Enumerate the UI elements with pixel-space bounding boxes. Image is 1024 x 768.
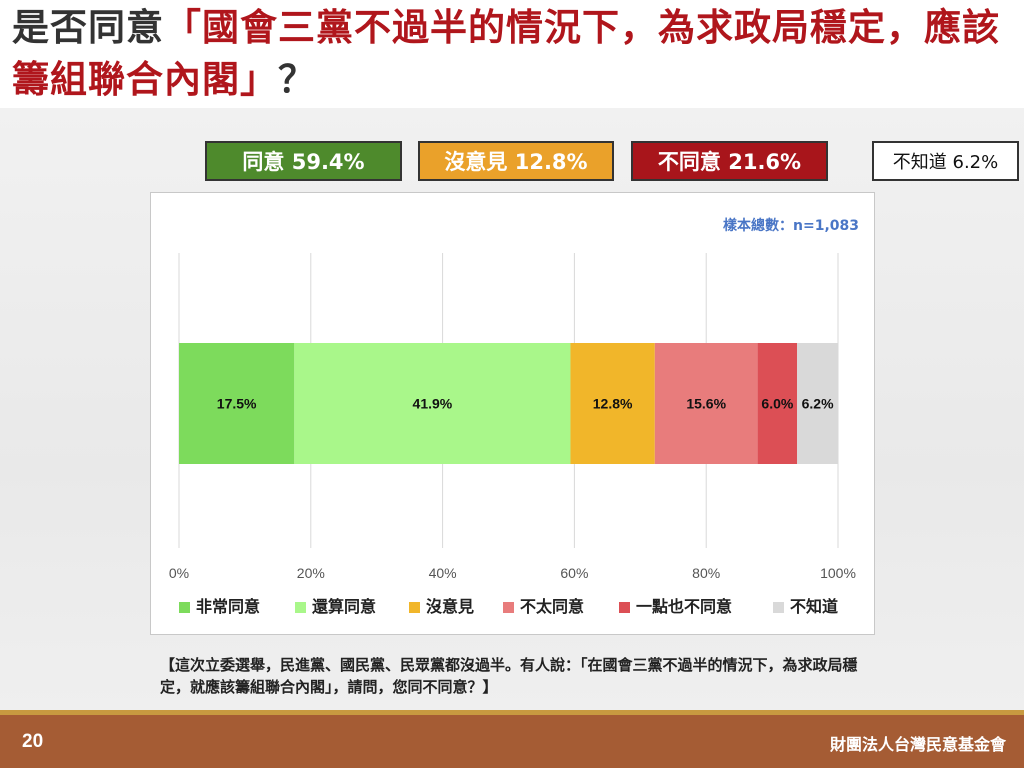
legend-swatch bbox=[503, 602, 514, 613]
bar-segment bbox=[654, 343, 758, 464]
bar-segment bbox=[294, 343, 571, 464]
slide-title: 是否同意「國會三黨不過半的情況下，為求政局穩定，應該籌組聯合內閣」？ bbox=[12, 2, 1012, 106]
organization-name: 財團法人台灣民意基金會 bbox=[829, 735, 1006, 754]
legend-swatch bbox=[179, 602, 190, 613]
summary-unknown-label: 不知道 6.2% bbox=[892, 152, 999, 173]
legend-label: 一點也不同意 bbox=[636, 597, 732, 616]
summary-agree-label: 同意 59.4% bbox=[242, 150, 365, 174]
x-tick-label: 100% bbox=[820, 565, 856, 581]
summary-agree-box: 同意 59.4% bbox=[205, 141, 402, 181]
sample-size-note: 樣本總數：n=1,083 bbox=[723, 217, 859, 234]
legend-swatch bbox=[409, 602, 420, 613]
legend-label: 不知道 bbox=[790, 597, 838, 616]
bar-segment bbox=[797, 343, 838, 464]
chart-panel: 樣本總數：n=1,083 17.5% 41.9% 12.8% 15.6% 6.0% 6.2… bbox=[150, 192, 875, 635]
bar-segments bbox=[179, 343, 838, 464]
summary-unknown-box: 不知道 6.2% bbox=[872, 141, 1019, 181]
x-tick-label: 60% bbox=[560, 565, 588, 581]
bar-data-label: 6.0% bbox=[761, 396, 793, 412]
bar-data-label: 17.5% bbox=[217, 396, 257, 412]
footer-accent-strip bbox=[0, 710, 1024, 715]
footer-bar: 20 財團法人台灣民意基金會 bbox=[0, 715, 1024, 768]
bar-data-label: 15.6% bbox=[686, 396, 726, 412]
summary-disagree-label: 不同意 21.6% bbox=[657, 150, 802, 174]
summary-neutral-label: 沒意見 12.8% bbox=[444, 150, 588, 174]
title-area: 是否同意「國會三黨不過半的情況下，為求政局穩定，應該籌組聯合內閣」？ bbox=[0, 0, 1024, 108]
x-tick-label: 80% bbox=[692, 565, 720, 581]
page-number: 20 bbox=[22, 731, 44, 752]
bar-data-label: 41.9% bbox=[413, 396, 453, 412]
summary-disagree-box: 不同意 21.6% bbox=[631, 141, 828, 181]
bar-segment bbox=[179, 343, 295, 464]
legend-swatch bbox=[619, 602, 630, 613]
bar-segment bbox=[757, 343, 798, 464]
legend-label: 非常同意 bbox=[196, 597, 260, 616]
x-tick-label: 40% bbox=[429, 565, 457, 581]
bar-data-label: 12.8% bbox=[593, 396, 633, 412]
legend-label: 沒意見 bbox=[426, 597, 474, 616]
question-wording: 【這次立委選舉，民進黨、國民黨、民眾黨都沒過半。有人說：「在國會三黨不過半的情況… bbox=[160, 656, 858, 696]
summary-neutral-box: 沒意見 12.8% bbox=[418, 141, 614, 181]
title-suffix: ？ bbox=[278, 58, 316, 101]
x-tick-label: 20% bbox=[297, 565, 325, 581]
bar-segment bbox=[570, 343, 655, 464]
x-tick-label: 0% bbox=[169, 565, 189, 581]
legend: 非常同意 還算同意 沒意見 不太同意 一點也不同意 不知道 bbox=[179, 597, 838, 616]
legend-label: 還算同意 bbox=[312, 597, 376, 616]
legend-swatch bbox=[295, 602, 306, 613]
legend-label: 不太同意 bbox=[520, 597, 584, 616]
data-labels: 17.5% 41.9% 12.8% 15.6% 6.0% 6.2% bbox=[217, 396, 834, 412]
stacked-bar-chart: 樣本總數：n=1,083 17.5% 41.9% 12.8% 15.6% 6.0% 6.2… bbox=[169, 217, 859, 616]
x-axis-ticks: 0% 20% 40% 60% 80% 100% bbox=[169, 565, 856, 581]
title-quote: 「國會三黨不過半的情況下，為求政局穩定，應該籌組聯合內閣」 bbox=[12, 6, 1000, 101]
legend-swatch bbox=[773, 602, 784, 613]
title-prefix: 是否同意 bbox=[12, 6, 164, 49]
bar-data-label: 6.2% bbox=[802, 396, 834, 412]
